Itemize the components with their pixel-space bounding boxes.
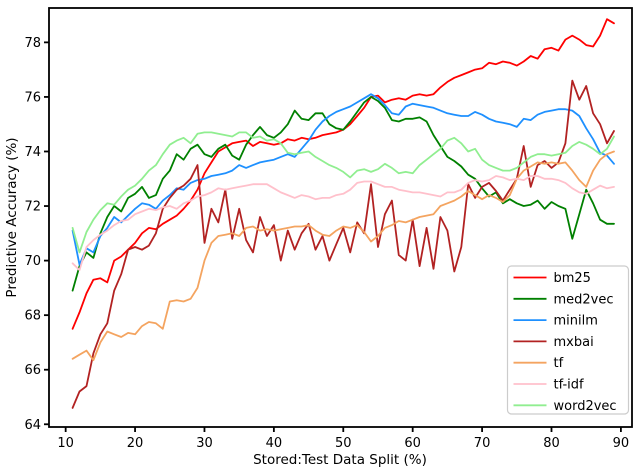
series-line-word2vec [71, 131, 615, 254]
series-line-tf [71, 150, 615, 362]
series-line-mxbai [71, 79, 615, 409]
x-tick-label: 40 [266, 436, 283, 451]
legend-box [506, 265, 630, 415]
y-tick-label: 68 [24, 309, 41, 324]
x-tick-label: 20 [127, 436, 144, 451]
legend-label-med2vec: med2vec [554, 292, 614, 307]
y-tick-label: 74 [24, 145, 41, 160]
series-line-med2vec [71, 96, 615, 292]
x-axis-label: Stored:Test Data Split (%) [253, 452, 427, 468]
y-axis-label: Predictive Accuracy (%) [4, 137, 20, 297]
x-tick-label: 50 [335, 436, 352, 451]
x-tick-label: 30 [196, 436, 213, 451]
legend-label-tf-idf: tf-idf [554, 378, 585, 393]
legend-label-tf: tf [554, 356, 564, 371]
x-tick-label: 90 [613, 436, 630, 451]
legend-label-word2vec: word2vec [554, 399, 617, 414]
y-tick-label: 66 [24, 363, 41, 378]
y-tick-label: 76 [24, 90, 41, 105]
x-tick-label: 70 [474, 436, 491, 451]
y-tick-label: 72 [24, 200, 41, 215]
legend-label-bm25: bm25 [554, 271, 591, 286]
x-tick-label: 10 [57, 436, 74, 451]
legend-label-mxbai: mxbai [554, 335, 594, 350]
legend-label-minilm: minilm [554, 314, 598, 329]
y-tick-label: 64 [24, 418, 41, 433]
x-tick-label: 60 [404, 436, 421, 451]
y-tick-label: 78 [24, 36, 41, 51]
y-tick-label: 70 [24, 254, 41, 269]
x-tick-label: 80 [543, 436, 560, 451]
series-line-minilm [71, 93, 615, 266]
series-line-tf-idf [71, 175, 615, 272]
